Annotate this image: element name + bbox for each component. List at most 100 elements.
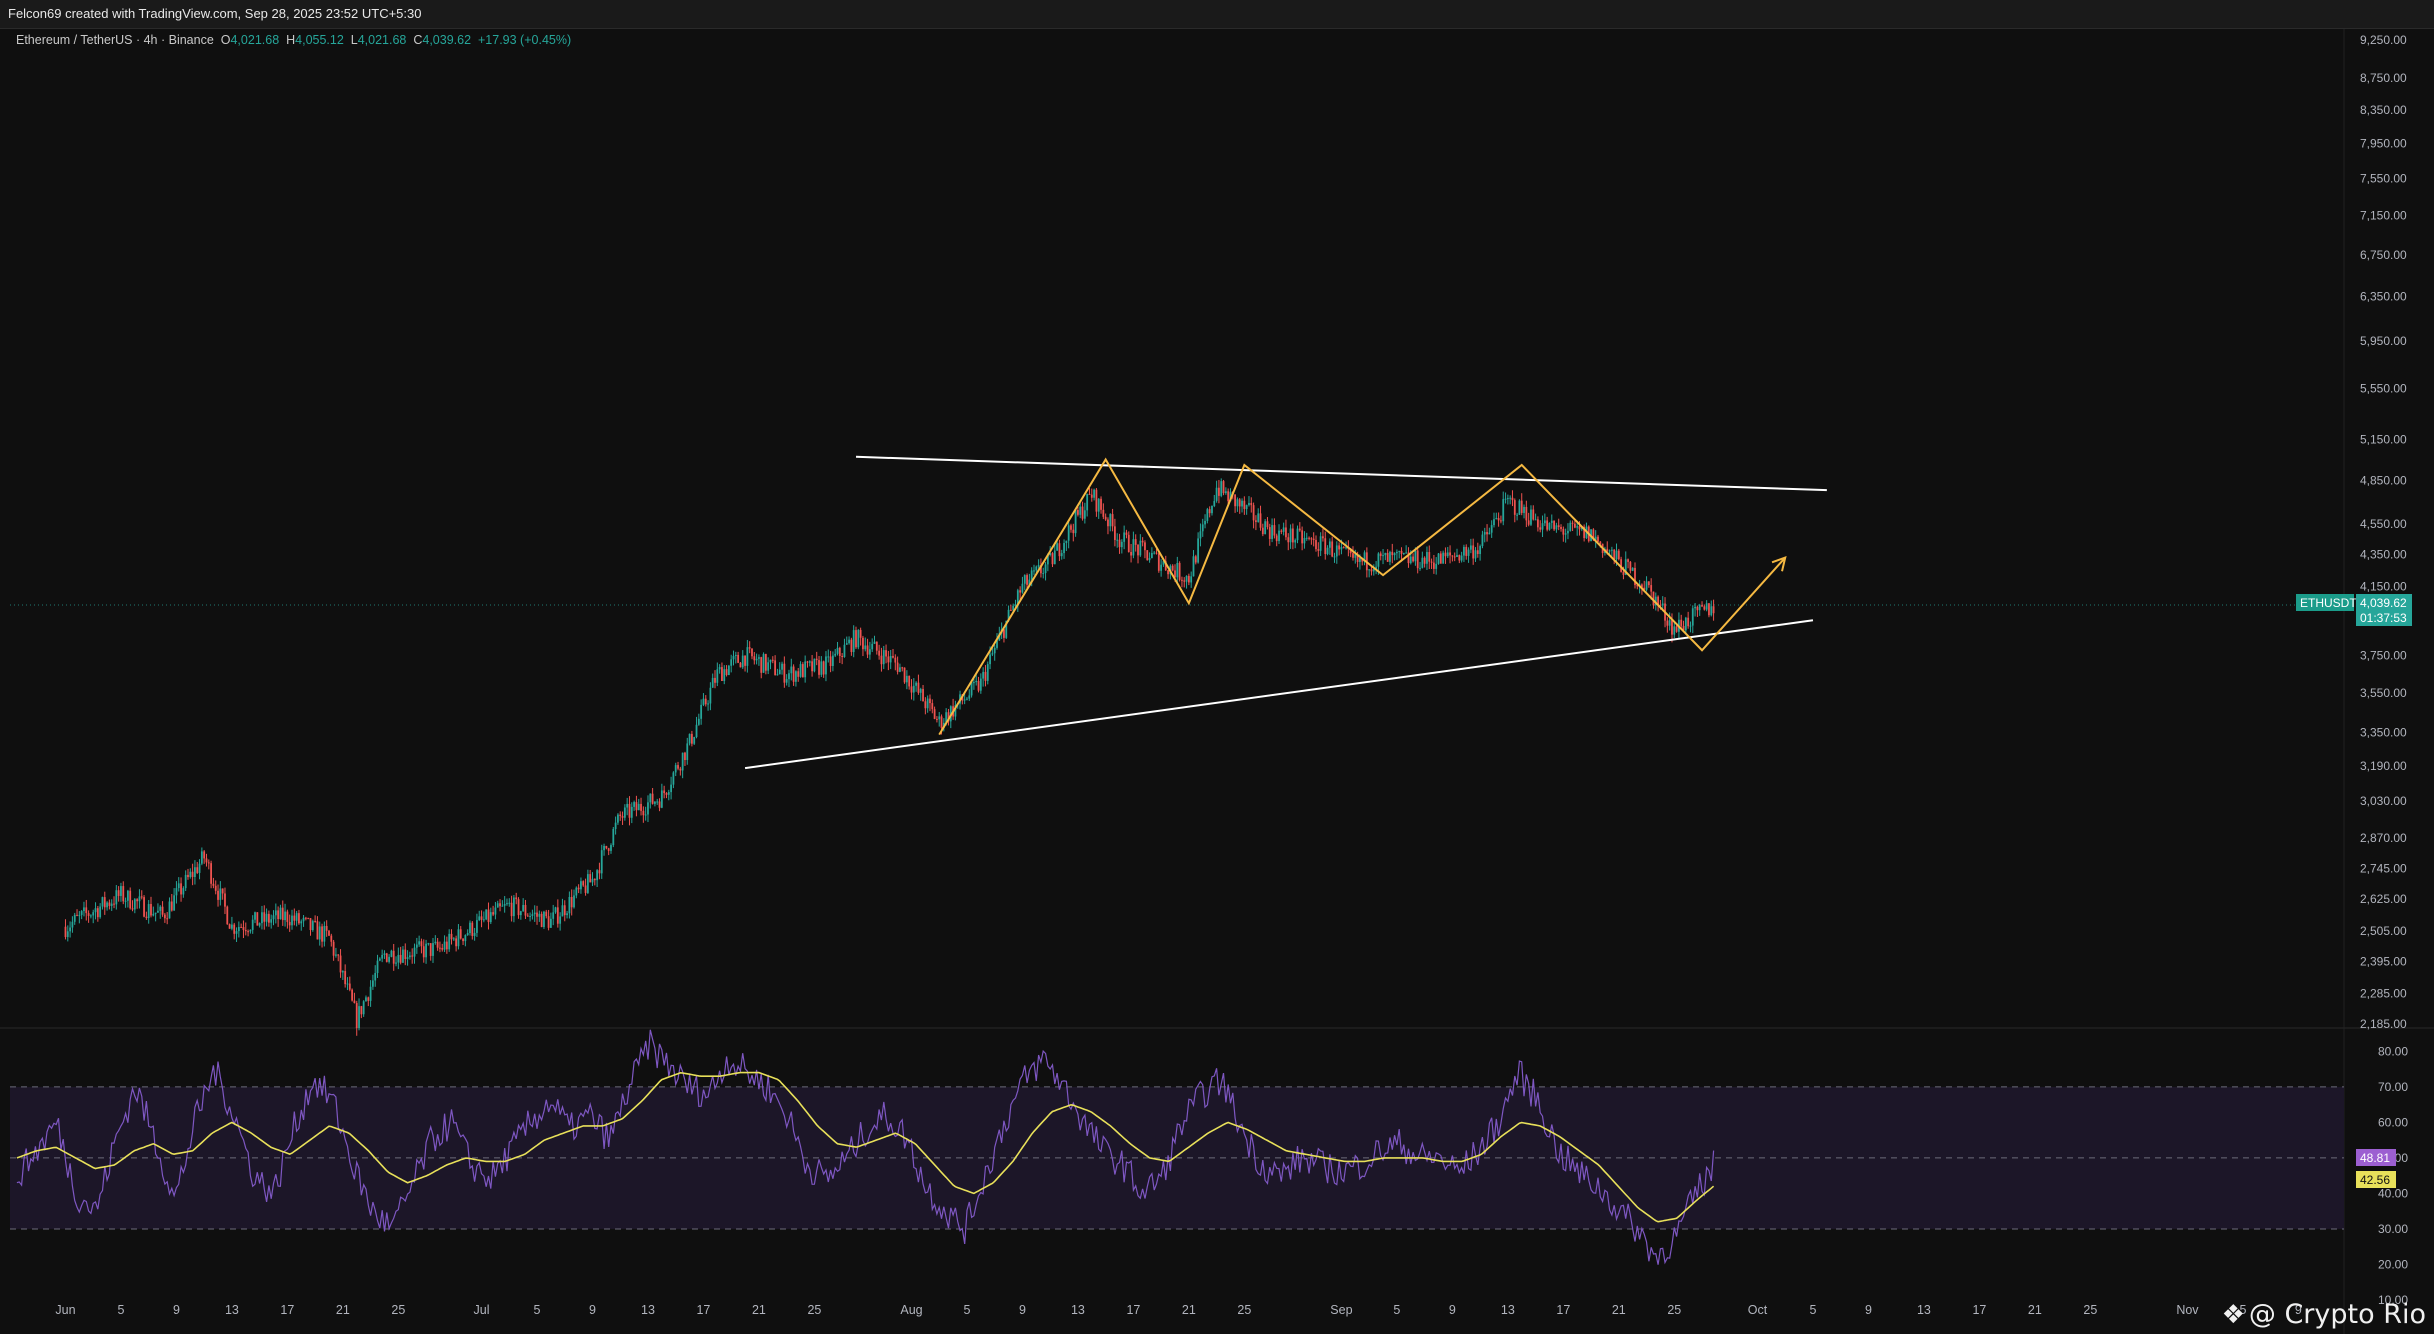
candle-body (1555, 525, 1558, 530)
candle-body (1125, 532, 1128, 535)
price-tick-label: 3,750.00 (2360, 649, 2407, 663)
time-tick-label: 5 (534, 1303, 541, 1317)
candle-body (1543, 520, 1546, 524)
candle-body (610, 845, 612, 851)
candle-body (390, 950, 393, 957)
time-tick-label: 9 (1019, 1303, 1026, 1317)
candle-body (1259, 513, 1262, 528)
candle-body (815, 658, 818, 661)
candle-body (799, 664, 802, 677)
candle-body (1280, 530, 1283, 532)
candle-body (1627, 559, 1629, 562)
candle-body (1615, 550, 1618, 560)
candle-body (1328, 541, 1331, 548)
price-tick-label: 3,190.00 (2360, 759, 2407, 773)
candle-body (422, 946, 425, 958)
candle-body (1608, 550, 1611, 552)
candle-body (1123, 532, 1126, 542)
candle-body (99, 906, 102, 918)
candle-body (1035, 566, 1038, 571)
candle-body (1250, 502, 1253, 506)
symbol-label[interactable]: Ethereum / TetherUS · 4h · Binance (16, 33, 214, 47)
candle-body (1171, 565, 1174, 571)
candle-body (677, 765, 679, 769)
price-tick-label: 5,150.00 (2360, 432, 2407, 446)
candle-body (1379, 553, 1382, 556)
candle-body (917, 682, 920, 693)
candle-body (1569, 522, 1572, 531)
candle-body (1703, 606, 1706, 610)
candle-body (598, 870, 601, 874)
candle-body (311, 921, 314, 931)
candle-body (633, 802, 636, 807)
candle-body (552, 912, 555, 919)
candle-body (593, 878, 596, 881)
candle-body (353, 1000, 356, 1004)
candle-body (383, 953, 386, 955)
candle-body (1181, 579, 1183, 581)
candle-body (307, 917, 310, 919)
candle-body (300, 921, 303, 924)
candle-body (859, 629, 862, 638)
candle-body (556, 907, 559, 924)
candle-body (235, 931, 238, 934)
candle-body (1629, 561, 1632, 571)
last-price-tag: 4,039.62 (2360, 596, 2407, 610)
candle-body (889, 656, 892, 663)
candle-body (972, 682, 975, 684)
pattern-arrowhead (1771, 556, 1787, 572)
candle-body (501, 905, 504, 907)
candle-body (293, 915, 296, 921)
candle-body (381, 954, 384, 959)
candle-body (1301, 530, 1304, 544)
candle-body (1252, 505, 1255, 521)
candle-body (66, 931, 69, 938)
candle-body (771, 659, 774, 661)
candle-body (1298, 528, 1301, 531)
candle-body (429, 943, 432, 956)
candle-body (1107, 519, 1109, 527)
candle-body (986, 664, 989, 681)
candle-body (1199, 531, 1202, 539)
candle-body (189, 871, 192, 878)
candle-body (1661, 603, 1664, 606)
candle-body (304, 917, 307, 919)
candle-body (318, 926, 321, 940)
candle-body (1708, 603, 1710, 616)
candle-body (545, 911, 548, 917)
candle-body (120, 886, 122, 896)
candle-body (1451, 555, 1454, 557)
candle-body (908, 675, 911, 687)
candle-body (654, 801, 656, 804)
candle-body (1023, 575, 1026, 584)
candle-body (1624, 559, 1627, 575)
candle-body (413, 947, 416, 957)
price-tick-label: 5,550.00 (2360, 381, 2407, 395)
candle-body (1072, 529, 1075, 534)
candle-body (231, 924, 233, 929)
candle-body (697, 718, 700, 725)
candle-body (1164, 561, 1167, 571)
candle-body (485, 909, 488, 920)
candle-body (330, 935, 333, 942)
candle-body (1074, 510, 1077, 534)
candle-body (279, 907, 282, 920)
candle-body (242, 927, 245, 931)
time-tick-label: 21 (336, 1303, 350, 1317)
candle-body (226, 906, 229, 925)
candle-body (1331, 541, 1334, 557)
candle-body (92, 912, 95, 916)
candle-body (968, 695, 971, 699)
candle-body (1416, 550, 1419, 569)
candle-body (478, 916, 481, 921)
candle-body (471, 922, 474, 936)
candle-body (670, 784, 672, 793)
candle-body (1319, 536, 1322, 551)
candle-body (1377, 553, 1380, 567)
candle-body (348, 983, 351, 990)
candle-body (1007, 609, 1010, 621)
candle-body (681, 752, 684, 771)
candle-body (1187, 575, 1190, 583)
candle-body (1423, 557, 1426, 564)
candle-body (554, 907, 557, 913)
